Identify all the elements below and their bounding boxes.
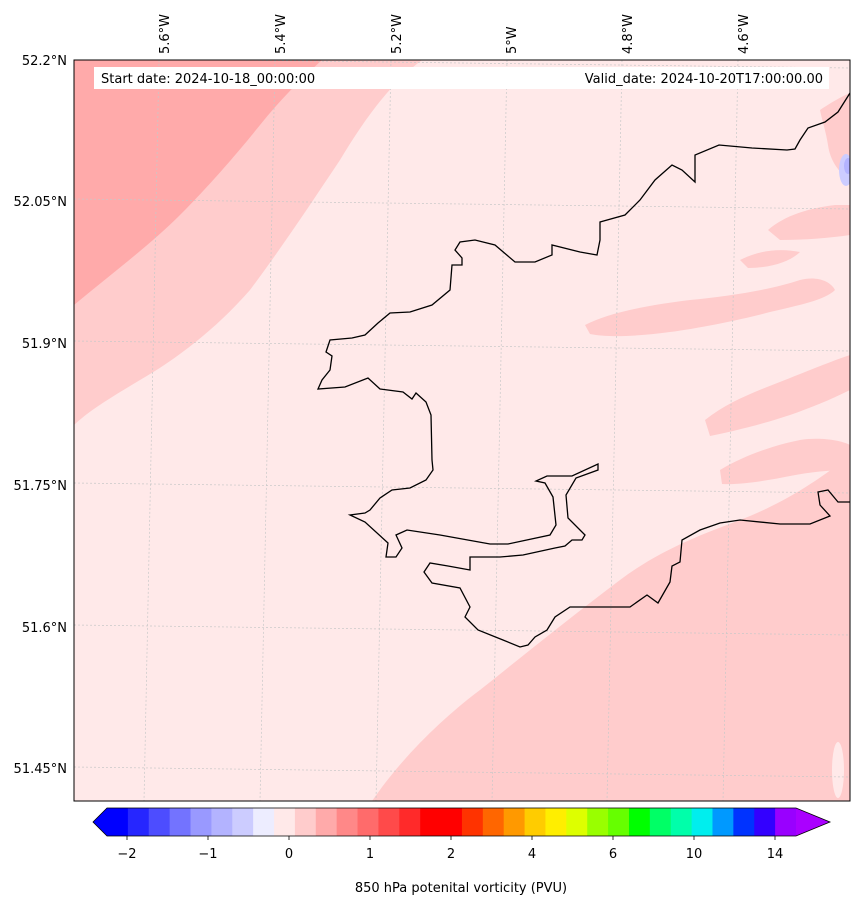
colorbar-cell bbox=[190, 808, 212, 836]
colorbar-cell bbox=[107, 808, 129, 836]
lon-label: 5°W bbox=[505, 26, 520, 54]
lon-label: 5.4°W bbox=[274, 14, 289, 54]
colorbar-under-arrow bbox=[93, 808, 107, 836]
lat-label: 52.2°N bbox=[22, 54, 67, 69]
map-frame bbox=[73, 59, 851, 802]
colorbar-cell bbox=[294, 808, 317, 836]
colorbar-tick-label: 4 bbox=[528, 847, 536, 862]
colorbar-cell bbox=[691, 808, 714, 836]
colorbar-tick-label: −2 bbox=[117, 847, 136, 862]
lat-label: 51.45°N bbox=[14, 762, 67, 777]
colorbar-tick-label: 14 bbox=[767, 847, 784, 862]
colorbar-cell bbox=[733, 808, 755, 836]
lon-label: 4.8°W bbox=[621, 14, 636, 54]
colorbar-outline bbox=[92, 807, 832, 837]
latitude-labels: 52.2°N 52.05°N 51.9°N 51.75°N 51.6°N 51.… bbox=[14, 54, 67, 777]
colorbar-over-arrow bbox=[796, 808, 830, 836]
colorbar-tick-label: 6 bbox=[609, 847, 617, 862]
colorbar-cell bbox=[587, 808, 609, 836]
colorbar-tick-label: 2 bbox=[447, 847, 455, 862]
lat-label: 51.6°N bbox=[22, 621, 67, 636]
colorbar-cell bbox=[420, 808, 442, 836]
colorbar-cell bbox=[232, 808, 254, 836]
pv-negative-patch-core bbox=[844, 158, 850, 174]
pv-contour-streak-2 bbox=[705, 355, 850, 436]
colorbar-cell bbox=[399, 808, 421, 836]
lon-label: 4.6°W bbox=[737, 14, 752, 54]
colorbar-cell bbox=[608, 808, 630, 836]
start-date-text: Start date: 2024-10-18_00:00:00 bbox=[101, 72, 315, 87]
colorbar-cell bbox=[253, 808, 275, 836]
pv-low-patch-se bbox=[832, 742, 844, 798]
colorbar-cell bbox=[274, 808, 296, 836]
colorbar-cell bbox=[357, 808, 380, 836]
colorbar-cell bbox=[127, 808, 150, 836]
colorbar-cell bbox=[461, 808, 484, 836]
lon-label: 5.6°W bbox=[158, 14, 173, 54]
colorbar-cell bbox=[148, 808, 171, 836]
colorbar-tick-label: 0 bbox=[285, 847, 293, 862]
valid-date-text: Valid_date: 2024-10-20T17:00:00.00 bbox=[585, 72, 823, 87]
colorbar-cell bbox=[670, 808, 693, 836]
colorbar: −2 −1 0 1 2 4 6 10 14 850 hPa potenital … bbox=[92, 807, 832, 896]
colorbar-tick-label: −1 bbox=[198, 847, 217, 862]
lat-label: 51.75°N bbox=[14, 479, 67, 494]
pv-contour-streak-1 bbox=[585, 278, 835, 337]
colorbar-cell bbox=[566, 808, 588, 836]
colorbar-cell bbox=[169, 808, 192, 836]
colorbar-cell bbox=[482, 808, 505, 836]
colorbar-cell bbox=[378, 808, 400, 836]
colorbar-tick-label: 10 bbox=[686, 847, 703, 862]
colorbar-title: 850 hPa potenital vorticity (PVU) bbox=[355, 881, 567, 896]
lon-label: 5.2°W bbox=[390, 14, 405, 54]
colorbar-cell bbox=[712, 808, 734, 836]
colorbar-cell bbox=[775, 808, 797, 836]
colorbar-cell bbox=[545, 808, 567, 836]
colorbar-ticks bbox=[126, 836, 776, 840]
colorbar-cell bbox=[649, 808, 672, 836]
date-info-box bbox=[94, 67, 829, 89]
colorbar-cell bbox=[315, 808, 338, 836]
colorbar-tick-label: 1 bbox=[366, 847, 374, 862]
pv-contour-band-medium-nw bbox=[74, 60, 322, 305]
map-plot-area bbox=[74, 60, 850, 801]
pv-contour-streak-4 bbox=[720, 438, 850, 485]
colorbar-cells bbox=[107, 808, 797, 836]
pv-contour-band-light-se bbox=[372, 455, 850, 801]
colorbar-cell bbox=[336, 808, 359, 836]
colorbar-cell bbox=[441, 808, 463, 836]
colorbar-cell bbox=[524, 808, 547, 836]
longitude-labels: 5.6°W 5.4°W 5.2°W 5°W 4.8°W 4.6°W bbox=[158, 14, 752, 54]
colorbar-cell bbox=[503, 808, 526, 836]
colorbar-cell bbox=[628, 808, 651, 836]
lat-label: 51.9°N bbox=[22, 337, 67, 352]
pv-contour-streak-5 bbox=[740, 250, 800, 268]
pv-contour-streak-3 bbox=[768, 205, 850, 240]
colorbar-cell bbox=[754, 808, 776, 836]
lat-label: 52.05°N bbox=[14, 195, 67, 210]
graticule bbox=[74, 60, 850, 801]
coastline bbox=[316, 92, 850, 648]
colorbar-cell bbox=[211, 808, 233, 836]
